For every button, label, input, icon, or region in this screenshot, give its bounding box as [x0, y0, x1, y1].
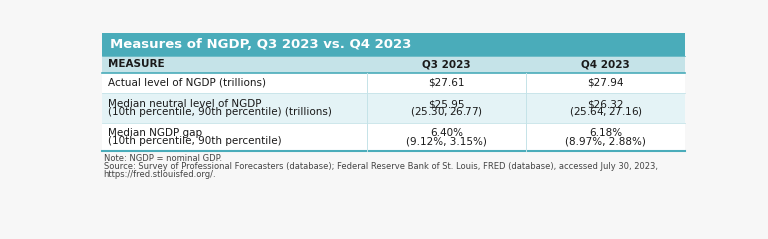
Text: Actual level of NGDP (trillions): Actual level of NGDP (trillions) — [108, 78, 266, 87]
Text: (8.97%, 2.88%): (8.97%, 2.88%) — [565, 136, 646, 146]
Text: Q4 2023: Q4 2023 — [581, 60, 630, 70]
Text: $26.32: $26.32 — [588, 99, 624, 109]
FancyBboxPatch shape — [102, 73, 685, 92]
Text: Note: NGDP = nominal GDP.: Note: NGDP = nominal GDP. — [104, 154, 222, 163]
Text: $27.61: $27.61 — [429, 78, 465, 87]
Text: ($25.64, $27.16): ($25.64, $27.16) — [568, 105, 642, 118]
Text: MEASURE: MEASURE — [108, 60, 165, 70]
Text: $27.94: $27.94 — [588, 78, 624, 87]
Text: Source: Survey of Professional Forecasters (database); Federal Reserve Bank of S: Source: Survey of Professional Forecaste… — [104, 162, 657, 171]
Text: (10th percentile, 90th percentile): (10th percentile, 90th percentile) — [108, 136, 282, 146]
Text: Q3 2023: Q3 2023 — [422, 60, 471, 70]
Text: $25.95: $25.95 — [429, 99, 465, 109]
Text: https://fred.stlouisfed.org/.: https://fred.stlouisfed.org/. — [104, 170, 217, 179]
Text: 6.18%: 6.18% — [589, 128, 622, 138]
FancyBboxPatch shape — [102, 123, 685, 151]
Text: Median neutral level of NGDP: Median neutral level of NGDP — [108, 99, 262, 109]
Text: (10th percentile, 90th percentile) (trillions): (10th percentile, 90th percentile) (tril… — [108, 107, 333, 117]
Text: Measures of NGDP, Q3 2023 vs. Q4 2023: Measures of NGDP, Q3 2023 vs. Q4 2023 — [110, 38, 412, 51]
Text: Median NGDP gap: Median NGDP gap — [108, 128, 203, 138]
FancyBboxPatch shape — [102, 33, 685, 56]
Text: 6.40%: 6.40% — [430, 128, 463, 138]
Text: (9.12%, 3.15%): (9.12%, 3.15%) — [406, 136, 487, 146]
Text: ($25.30, $26.77): ($25.30, $26.77) — [410, 105, 483, 118]
FancyBboxPatch shape — [102, 56, 685, 73]
FancyBboxPatch shape — [102, 92, 685, 123]
